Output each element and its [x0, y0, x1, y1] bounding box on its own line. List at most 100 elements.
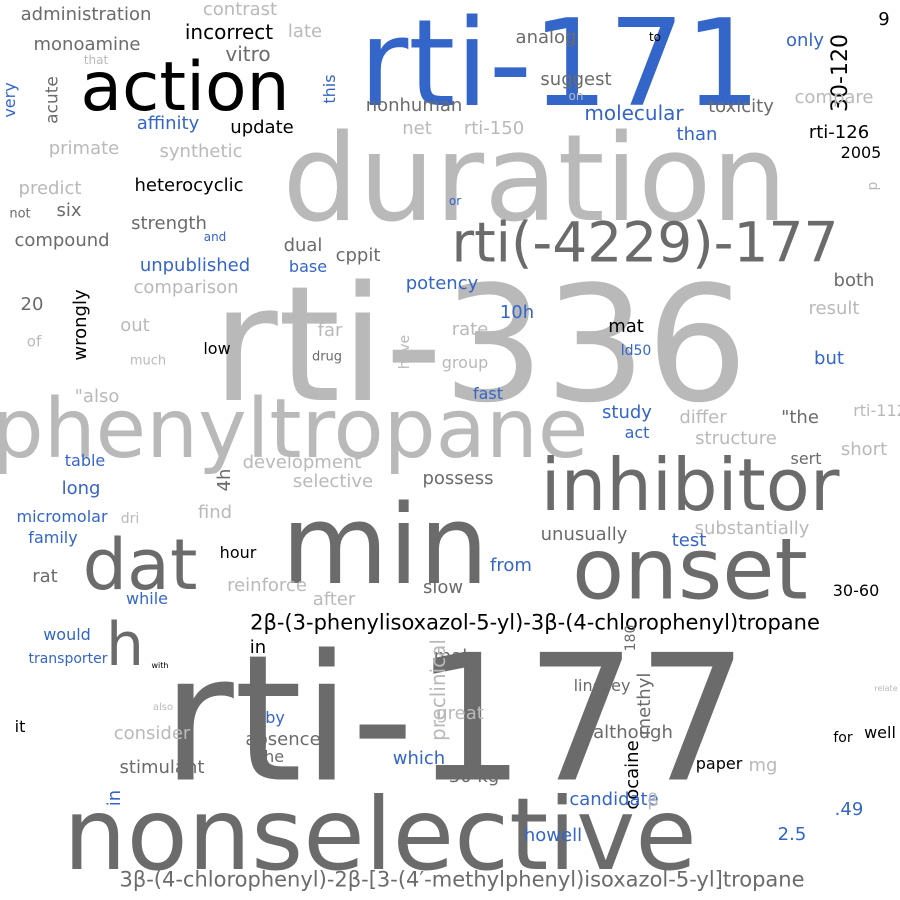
- word-to: to: [648, 30, 662, 44]
- word-inhibitor: inhibitor: [540, 443, 840, 527]
- word-after: after: [312, 589, 356, 610]
- word-this: this: [320, 74, 339, 104]
- word-act: act: [624, 423, 650, 442]
- word-dat: dat: [82, 524, 198, 606]
- word-toxicity: toxicity: [708, 96, 774, 117]
- word-administration: administration: [20, 4, 152, 25]
- word-drug: drug: [311, 349, 343, 365]
- word-action: action: [80, 48, 290, 127]
- word-which: which: [392, 748, 446, 769]
- word-comparison: comparison: [133, 277, 239, 298]
- word-unpublished: unpublished: [139, 255, 251, 276]
- word-both: both: [833, 270, 875, 291]
- word-consider: consider: [113, 723, 191, 744]
- word-symbol: β: [647, 790, 659, 811]
- word-substantially: substantially: [694, 518, 810, 539]
- word-unusually: unusually: [540, 524, 628, 545]
- word-test: test: [671, 530, 707, 551]
- word-dri: dri: [120, 511, 140, 527]
- word-male: male: [433, 646, 479, 667]
- word-rate: rate: [451, 319, 489, 340]
- word-hour: hour: [219, 543, 257, 562]
- word-on: on: [568, 89, 584, 103]
- word-primate: primate: [48, 138, 120, 159]
- word-9: 9: [878, 9, 890, 30]
- word-but: but: [814, 348, 844, 369]
- word-structure: structure: [695, 428, 777, 449]
- word-acute: acute: [42, 76, 63, 124]
- word-great: great: [436, 703, 484, 724]
- word-rti-126: rti-126: [808, 122, 870, 143]
- word-mat: mat: [608, 316, 644, 337]
- word-rti-112: rti-112: [853, 401, 900, 420]
- word-incorrect: incorrect: [184, 20, 274, 44]
- word-possess: possess: [422, 468, 494, 489]
- word-wrongly: wrongly: [70, 289, 91, 361]
- word-rti-4229-177: rti(-4229)-177: [451, 210, 839, 275]
- word-micromolar: micromolar: [16, 507, 108, 526]
- word-sert: sert: [790, 449, 822, 468]
- word-for: for: [833, 730, 853, 746]
- word-or: or: [448, 194, 462, 208]
- word-ld50: ld50: [620, 343, 652, 359]
- word-onset: onset: [572, 520, 808, 620]
- word-49: .49: [834, 799, 864, 820]
- word-predict: predict: [18, 178, 82, 199]
- word-rti-150: rti-150: [463, 118, 525, 139]
- word-howell: howell: [523, 825, 583, 846]
- word-vitro: vitro: [225, 42, 271, 66]
- word-far: far: [317, 320, 343, 341]
- word-long: long: [61, 478, 101, 499]
- word-family: family: [28, 528, 78, 547]
- word-find: find: [197, 502, 233, 523]
- word-development: development: [242, 452, 362, 473]
- word-2005: 2005: [840, 143, 882, 162]
- word-stimulant: stimulant: [119, 757, 205, 778]
- word-out: out: [120, 315, 150, 336]
- word-nonhuman: nonhuman: [365, 95, 463, 116]
- word-by: by: [265, 708, 285, 727]
- word-min: min: [281, 481, 489, 609]
- word-cppit: cppit: [335, 245, 381, 266]
- word-result: result: [808, 298, 860, 319]
- word-30-kg: 30 kg: [448, 766, 500, 787]
- word-although: although: [593, 722, 673, 743]
- word-transporter: transporter: [28, 651, 108, 667]
- word-paper: paper: [695, 754, 743, 773]
- word-suggest: suggest: [540, 69, 612, 90]
- word-dual: dual: [283, 235, 323, 256]
- word-nonselective: nonselective: [63, 776, 697, 893]
- word-10h: 10h: [499, 302, 535, 323]
- word-the: the: [257, 747, 285, 766]
- word-slow: slow: [422, 577, 464, 598]
- word-differ: differ: [679, 407, 727, 428]
- word-affinity: affinity: [136, 113, 200, 134]
- word-that: that: [83, 53, 109, 67]
- word-late: late: [287, 21, 323, 42]
- word-strength: strength: [131, 213, 207, 234]
- word-much: much: [129, 353, 167, 369]
- word-rti-177: rti-177: [161, 618, 749, 822]
- word-h: h: [105, 610, 145, 680]
- word-synthetic: synthetic: [159, 141, 243, 162]
- word-with: with: [151, 661, 169, 670]
- word-low: low: [203, 339, 231, 358]
- word-very: very: [0, 82, 19, 118]
- word-4h: 4h: [214, 468, 235, 492]
- word-it: it: [14, 717, 26, 736]
- word-180: 180: [623, 624, 639, 652]
- word-of: of: [26, 332, 42, 351]
- word-in: in: [249, 637, 267, 658]
- word-well: well: [864, 723, 896, 742]
- word-heterocyclic: heterocyclic: [134, 175, 244, 196]
- word-the: "the: [781, 407, 819, 428]
- word-base: base: [288, 257, 328, 276]
- word-lindsey: lindsey: [573, 676, 631, 695]
- word-30-60: 30-60: [832, 581, 880, 600]
- word-while: while: [126, 589, 168, 608]
- word-absence: absence: [245, 729, 321, 750]
- word-compound: compound: [14, 230, 110, 251]
- word-rti-336: rti-336: [211, 251, 749, 438]
- word-also: also: [152, 702, 174, 713]
